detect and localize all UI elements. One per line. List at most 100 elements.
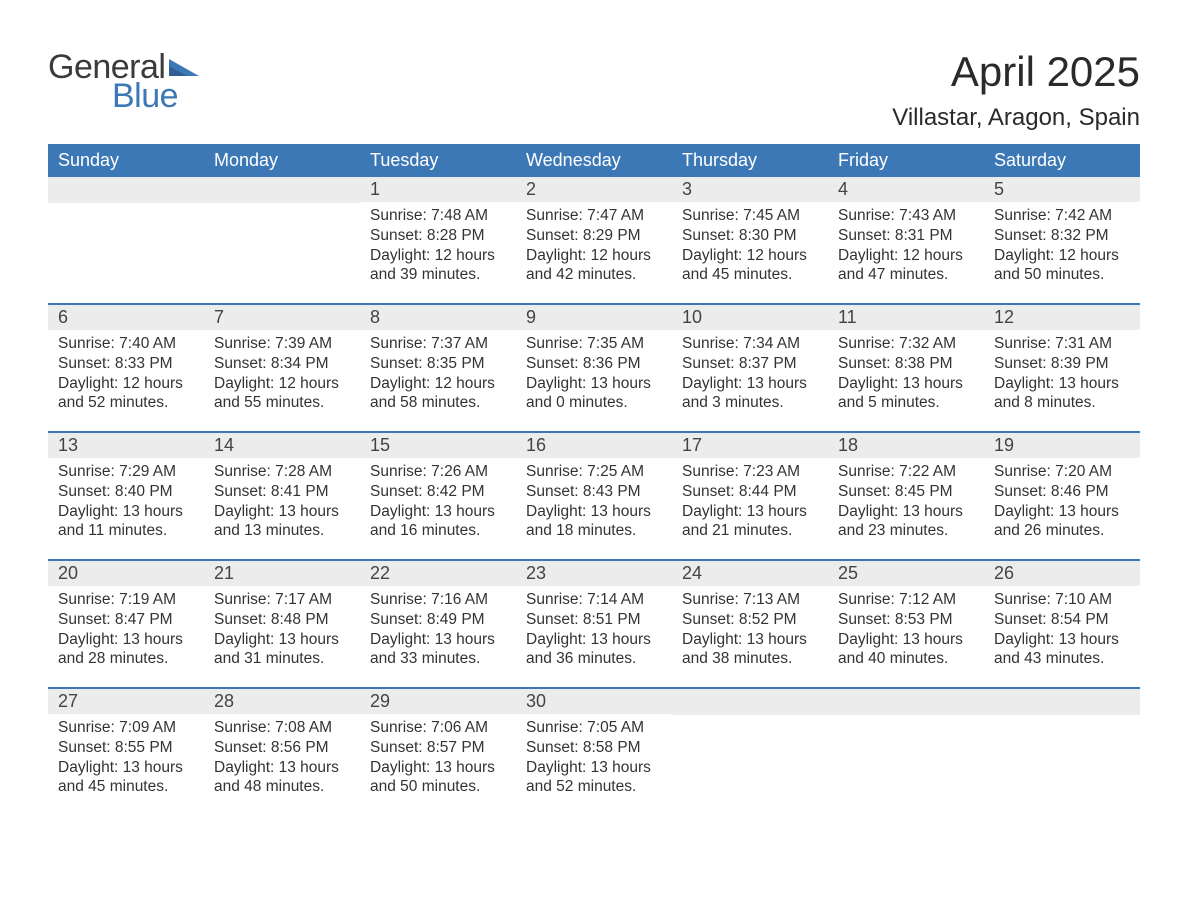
day-number: 13 bbox=[48, 433, 204, 458]
daylight-text: Daylight: 13 hours bbox=[58, 758, 194, 778]
day-details: Sunrise: 7:37 AMSunset: 8:35 PMDaylight:… bbox=[360, 330, 516, 421]
day-details: Sunrise: 7:17 AMSunset: 8:48 PMDaylight:… bbox=[204, 586, 360, 677]
day-number: 3 bbox=[672, 177, 828, 202]
calendar-day: 17Sunrise: 7:23 AMSunset: 8:44 PMDayligh… bbox=[672, 433, 828, 559]
day-number: 19 bbox=[984, 433, 1140, 458]
day-details: Sunrise: 7:08 AMSunset: 8:56 PMDaylight:… bbox=[204, 714, 360, 805]
day-details: Sunrise: 7:09 AMSunset: 8:55 PMDaylight:… bbox=[48, 714, 204, 805]
sunrise-text: Sunrise: 7:17 AM bbox=[214, 590, 350, 610]
calendar-day: 15Sunrise: 7:26 AMSunset: 8:42 PMDayligh… bbox=[360, 433, 516, 559]
day-details: Sunrise: 7:05 AMSunset: 8:58 PMDaylight:… bbox=[516, 714, 672, 805]
sunrise-text: Sunrise: 7:23 AM bbox=[682, 462, 818, 482]
weekday-header: Wednesday bbox=[516, 144, 672, 177]
day-number bbox=[204, 177, 360, 203]
daylight-text: Daylight: 13 hours bbox=[838, 374, 974, 394]
sunset-text: Sunset: 8:36 PM bbox=[526, 354, 662, 374]
day-number bbox=[984, 689, 1140, 715]
sunset-text: Sunset: 8:34 PM bbox=[214, 354, 350, 374]
sunrise-text: Sunrise: 7:20 AM bbox=[994, 462, 1130, 482]
sunset-text: Sunset: 8:46 PM bbox=[994, 482, 1130, 502]
daylight-text: Daylight: 13 hours bbox=[214, 502, 350, 522]
day-number: 5 bbox=[984, 177, 1140, 202]
daylight-text: Daylight: 13 hours bbox=[370, 630, 506, 650]
sunset-text: Sunset: 8:31 PM bbox=[838, 226, 974, 246]
daylight-text: Daylight: 13 hours bbox=[838, 630, 974, 650]
sunset-text: Sunset: 8:41 PM bbox=[214, 482, 350, 502]
title-block: April 2025 Villastar, Aragon, Spain bbox=[892, 48, 1140, 132]
daylight-text: Daylight: 13 hours bbox=[58, 630, 194, 650]
weekday-header: Thursday bbox=[672, 144, 828, 177]
daylight-text: Daylight: 13 hours bbox=[214, 630, 350, 650]
day-details: Sunrise: 7:25 AMSunset: 8:43 PMDaylight:… bbox=[516, 458, 672, 549]
day-details: Sunrise: 7:35 AMSunset: 8:36 PMDaylight:… bbox=[516, 330, 672, 421]
calendar: Sunday Monday Tuesday Wednesday Thursday… bbox=[48, 144, 1140, 815]
daylight-text: Daylight: 13 hours bbox=[682, 374, 818, 394]
daylight-text-cont: and 13 minutes. bbox=[214, 521, 350, 541]
calendar-day: 4Sunrise: 7:43 AMSunset: 8:31 PMDaylight… bbox=[828, 177, 984, 303]
daylight-text-cont: and 50 minutes. bbox=[370, 777, 506, 797]
daylight-text-cont: and 38 minutes. bbox=[682, 649, 818, 669]
sunset-text: Sunset: 8:39 PM bbox=[994, 354, 1130, 374]
calendar-day: 25Sunrise: 7:12 AMSunset: 8:53 PMDayligh… bbox=[828, 561, 984, 687]
sunrise-text: Sunrise: 7:09 AM bbox=[58, 718, 194, 738]
calendar-day bbox=[204, 177, 360, 303]
day-number: 24 bbox=[672, 561, 828, 586]
sunrise-text: Sunrise: 7:13 AM bbox=[682, 590, 818, 610]
sunset-text: Sunset: 8:55 PM bbox=[58, 738, 194, 758]
day-number: 2 bbox=[516, 177, 672, 202]
sunset-text: Sunset: 8:37 PM bbox=[682, 354, 818, 374]
sunrise-text: Sunrise: 7:35 AM bbox=[526, 334, 662, 354]
sunset-text: Sunset: 8:35 PM bbox=[370, 354, 506, 374]
logo-text-blue: Blue bbox=[112, 77, 178, 116]
calendar-day: 1Sunrise: 7:48 AMSunset: 8:28 PMDaylight… bbox=[360, 177, 516, 303]
sunset-text: Sunset: 8:44 PM bbox=[682, 482, 818, 502]
week-row: 6Sunrise: 7:40 AMSunset: 8:33 PMDaylight… bbox=[48, 303, 1140, 431]
daylight-text: Daylight: 12 hours bbox=[994, 246, 1130, 266]
sunrise-text: Sunrise: 7:42 AM bbox=[994, 206, 1130, 226]
day-details: Sunrise: 7:28 AMSunset: 8:41 PMDaylight:… bbox=[204, 458, 360, 549]
day-details: Sunrise: 7:47 AMSunset: 8:29 PMDaylight:… bbox=[516, 202, 672, 293]
calendar-day: 3Sunrise: 7:45 AMSunset: 8:30 PMDaylight… bbox=[672, 177, 828, 303]
sunrise-text: Sunrise: 7:34 AM bbox=[682, 334, 818, 354]
sunset-text: Sunset: 8:52 PM bbox=[682, 610, 818, 630]
day-number bbox=[828, 689, 984, 715]
sunrise-text: Sunrise: 7:25 AM bbox=[526, 462, 662, 482]
calendar-day: 2Sunrise: 7:47 AMSunset: 8:29 PMDaylight… bbox=[516, 177, 672, 303]
daylight-text: Daylight: 13 hours bbox=[526, 758, 662, 778]
calendar-day: 22Sunrise: 7:16 AMSunset: 8:49 PMDayligh… bbox=[360, 561, 516, 687]
day-number: 23 bbox=[516, 561, 672, 586]
weekday-header-row: Sunday Monday Tuesday Wednesday Thursday… bbox=[48, 144, 1140, 177]
logo: General Blue bbox=[48, 48, 199, 116]
week-row: 20Sunrise: 7:19 AMSunset: 8:47 PMDayligh… bbox=[48, 559, 1140, 687]
day-number: 27 bbox=[48, 689, 204, 714]
sunrise-text: Sunrise: 7:31 AM bbox=[994, 334, 1130, 354]
day-number: 26 bbox=[984, 561, 1140, 586]
month-title: April 2025 bbox=[892, 48, 1140, 96]
calendar-day: 7Sunrise: 7:39 AMSunset: 8:34 PMDaylight… bbox=[204, 305, 360, 431]
location: Villastar, Aragon, Spain bbox=[892, 104, 1140, 132]
sunrise-text: Sunrise: 7:05 AM bbox=[526, 718, 662, 738]
sunset-text: Sunset: 8:54 PM bbox=[994, 610, 1130, 630]
day-details: Sunrise: 7:39 AMSunset: 8:34 PMDaylight:… bbox=[204, 330, 360, 421]
calendar-day: 28Sunrise: 7:08 AMSunset: 8:56 PMDayligh… bbox=[204, 689, 360, 815]
sunrise-text: Sunrise: 7:12 AM bbox=[838, 590, 974, 610]
sunset-text: Sunset: 8:32 PM bbox=[994, 226, 1130, 246]
daylight-text-cont: and 23 minutes. bbox=[838, 521, 974, 541]
day-number: 18 bbox=[828, 433, 984, 458]
daylight-text-cont: and 45 minutes. bbox=[58, 777, 194, 797]
daylight-text: Daylight: 13 hours bbox=[526, 374, 662, 394]
sunrise-text: Sunrise: 7:28 AM bbox=[214, 462, 350, 482]
calendar-day: 24Sunrise: 7:13 AMSunset: 8:52 PMDayligh… bbox=[672, 561, 828, 687]
calendar-day: 5 Sunrise: 7:42 AMSunset: 8:32 PMDaylight… bbox=[984, 177, 1140, 303]
day-number: 29 bbox=[360, 689, 516, 714]
sunset-text: Sunset: 8:53 PM bbox=[838, 610, 974, 630]
daylight-text-cont: and 26 minutes. bbox=[994, 521, 1130, 541]
day-details: Sunrise: 7:43 AMSunset: 8:31 PMDaylight:… bbox=[828, 202, 984, 293]
daylight-text-cont: and 52 minutes. bbox=[526, 777, 662, 797]
weekday-header: Tuesday bbox=[360, 144, 516, 177]
daylight-text: Daylight: 13 hours bbox=[682, 502, 818, 522]
daylight-text-cont: and 11 minutes. bbox=[58, 521, 194, 541]
calendar-day bbox=[672, 689, 828, 815]
day-number: 9 bbox=[516, 305, 672, 330]
sunset-text: Sunset: 8:56 PM bbox=[214, 738, 350, 758]
